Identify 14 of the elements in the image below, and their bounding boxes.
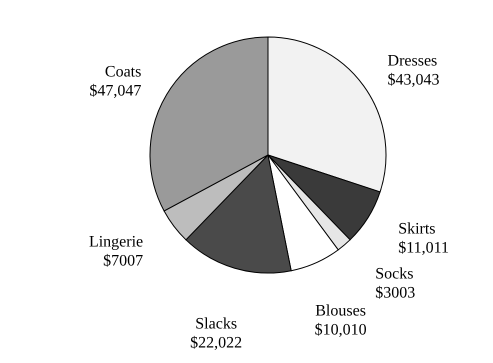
slice-label: Blouses xyxy=(315,302,366,320)
data-label: $3003 xyxy=(375,284,416,302)
slice-label: Coats xyxy=(104,63,142,80)
data-label: $10,010 xyxy=(314,322,367,339)
data-label: $11,011 xyxy=(398,240,450,257)
slice-label: Lingerie xyxy=(88,234,144,251)
data-label: $22,022 xyxy=(190,334,242,352)
slice-label: Slacks xyxy=(195,316,238,333)
slice-label: Skirts xyxy=(398,220,436,238)
data-label: $43,043 xyxy=(388,72,440,89)
data-label: $7007 xyxy=(103,252,144,270)
slice-label: Dresses xyxy=(388,52,438,70)
data-label: $47,047 xyxy=(89,82,142,100)
slice-label: Socks xyxy=(375,266,414,283)
